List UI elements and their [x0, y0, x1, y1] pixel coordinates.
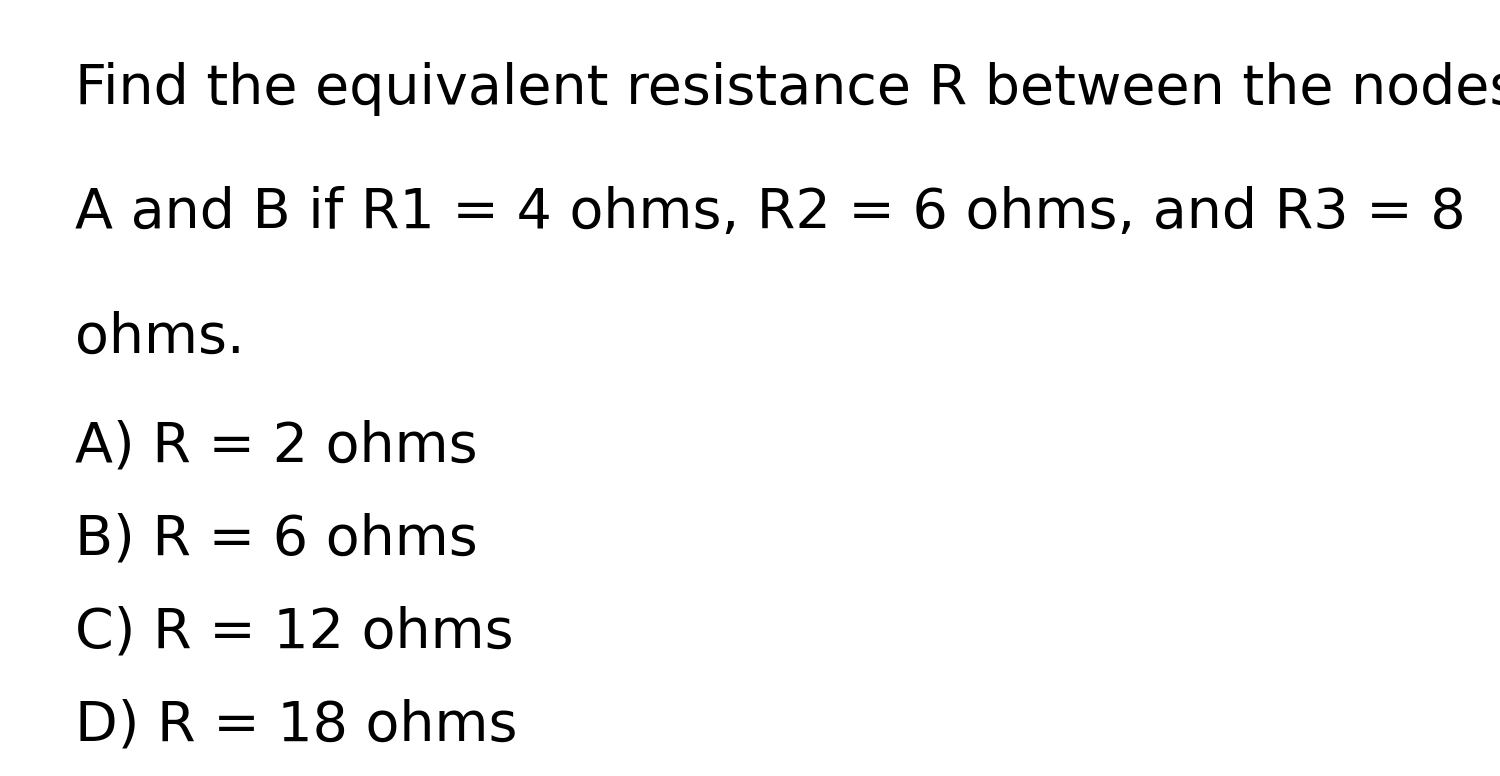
Text: Find the equivalent resistance R between the nodes: Find the equivalent resistance R between…	[75, 62, 1500, 116]
Text: ohms.: ohms.	[75, 310, 244, 365]
Text: A and B if R1 = 4 ohms, R2 = 6 ohms, and R3 = 8: A and B if R1 = 4 ohms, R2 = 6 ohms, and…	[75, 186, 1466, 241]
Text: B) R = 6 ohms: B) R = 6 ohms	[75, 512, 477, 566]
Text: D) R = 18 ohms: D) R = 18 ohms	[75, 698, 518, 753]
Text: A) R = 2 ohms: A) R = 2 ohms	[75, 419, 477, 473]
Text: C) R = 12 ohms: C) R = 12 ohms	[75, 605, 513, 660]
